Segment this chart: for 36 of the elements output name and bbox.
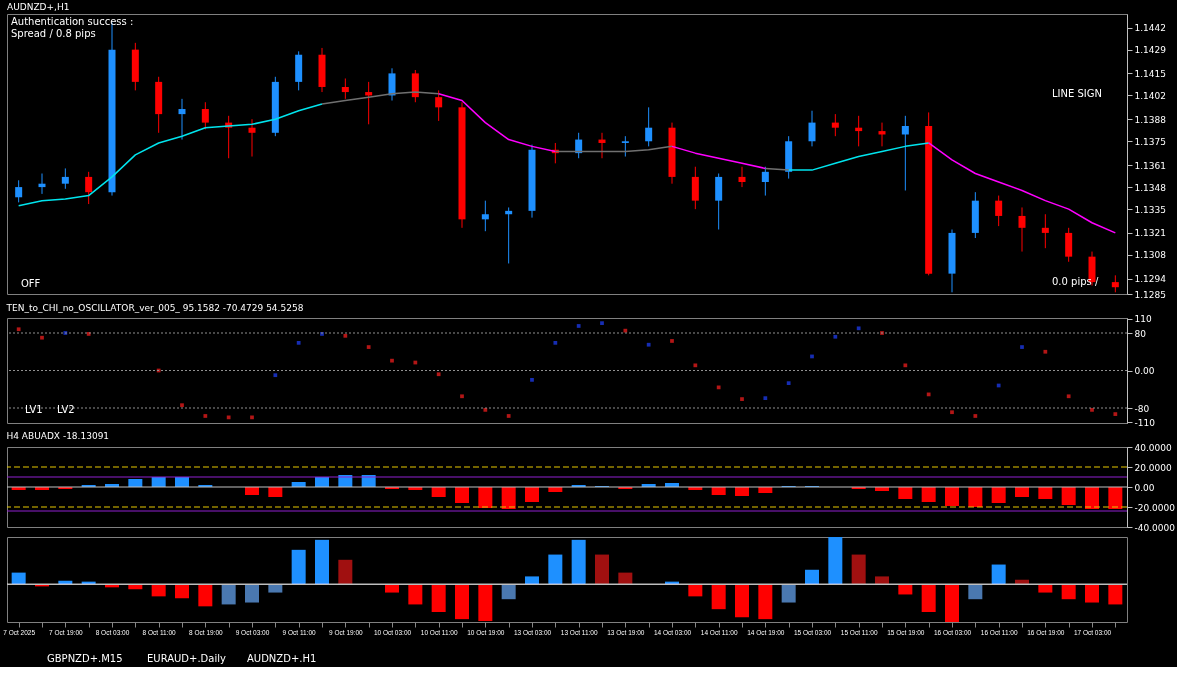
annotation: LV2 [57,404,75,415]
annotation: Authentication success : [11,16,134,27]
y-tick-label: -80 [1134,403,1150,414]
y-tick-label: 20.0000 [1134,462,1172,473]
y-tick-label: 1.1388 [1134,114,1167,125]
y-tick-label: -20.0000 [1134,502,1176,513]
chart-title: AUDNZD+,H1 [7,2,70,12]
y-tick-label: 1.1375 [1134,136,1166,147]
y-tick-label: 1.1429 [1134,45,1167,56]
y-tick-label: 1.1285 [1134,289,1166,300]
y-tick-label: 1.1442 [1134,23,1166,34]
y-tick-label: -40.0000 [1134,522,1176,533]
annotation: OFF [21,278,41,289]
text: EURAUD+.Daily [147,653,226,664]
y-tick-label: 1.1415 [1134,68,1166,79]
y-tick-label: 1.1335 [1134,204,1166,215]
annotation: LV1 [25,404,43,415]
y-tick-label: 80 [1134,328,1147,339]
y-tick-label: 1.1402 [1134,90,1166,101]
annotation: Spread / 0.8 pips [11,28,96,39]
text: GBPNZD+.M15 [47,653,123,664]
annotation: 0.0 pips / [1052,276,1099,287]
chart-title: TEN_to_CHI_no_OSCILLATOR_ver_005_ 95.1582 -70.4729 54.5258 [5,302,304,313]
y-tick-label: 0.00 [1134,482,1155,493]
y-tick-label: 0.00 [1134,366,1155,376]
y-tick-label: 1.1348 [1134,182,1167,193]
y-tick-label: 1.1308 [1134,250,1167,261]
y-tick-label: -110 [1134,417,1156,428]
y-tick-label: 40.0000 [1134,442,1172,453]
chart-title: H4 ABUADX -18.13091 [6,431,110,441]
y-tick-label: 1.1294 [1134,274,1167,285]
annotation: LINE SIGN [1052,88,1103,99]
y-tick-label: 1.1321 [1134,228,1166,239]
text: AUDNZD+.H1 [247,653,317,664]
y-tick-label: 1.1361 [1134,160,1166,171]
y-tick-label: 110 [1134,314,1152,325]
